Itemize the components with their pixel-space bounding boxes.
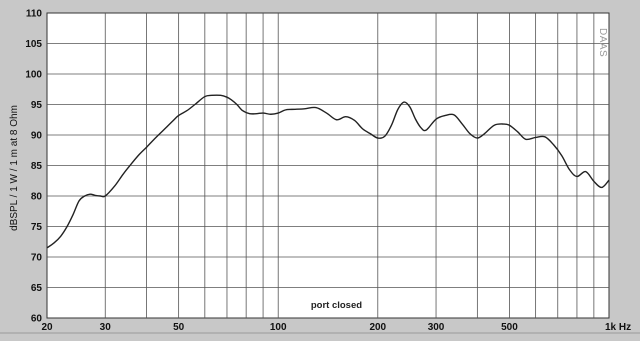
y-tick-label-85: 85 <box>31 161 43 172</box>
x-tick-label-20: 20 <box>41 322 53 333</box>
y-tick-label-105: 105 <box>25 39 42 50</box>
watermark-label: DAAS <box>597 28 608 57</box>
y-tick-label-65: 65 <box>31 283 43 294</box>
series-line-0 <box>46 94 610 249</box>
series-layer <box>46 94 610 249</box>
y-tick-label-95: 95 <box>31 100 43 111</box>
y-tick-label-90: 90 <box>31 131 43 142</box>
x-tick-label-50: 50 <box>173 322 185 333</box>
y-axis-label: dBSPL / 1 W / 1 m at 8 Ohm <box>9 105 20 231</box>
x-tick-label-300: 300 <box>428 322 445 333</box>
x-tick-label-30: 30 <box>100 322 112 333</box>
annotation-port-closed: port closed <box>311 300 362 311</box>
y-tick-label-70: 70 <box>31 253 43 264</box>
y-tick-label-60: 60 <box>31 314 43 325</box>
x-tick-label-200: 200 <box>369 322 386 333</box>
tick-labels: 60 65 70 75 80 85 90 95 100 105 110 20 30 50 100 200 300… <box>25 9 631 334</box>
grid-lines <box>47 13 609 318</box>
x-tick-label-500: 500 <box>501 322 518 333</box>
x-tick-label-1000: 1k Hz <box>605 322 631 333</box>
y-tick-label-110: 110 <box>26 9 43 20</box>
y-tick-label-75: 75 <box>31 222 43 233</box>
y-tick-label-100: 100 <box>25 70 42 81</box>
x-tick-label-100: 100 <box>270 322 287 333</box>
y-tick-label-80: 80 <box>31 192 43 203</box>
